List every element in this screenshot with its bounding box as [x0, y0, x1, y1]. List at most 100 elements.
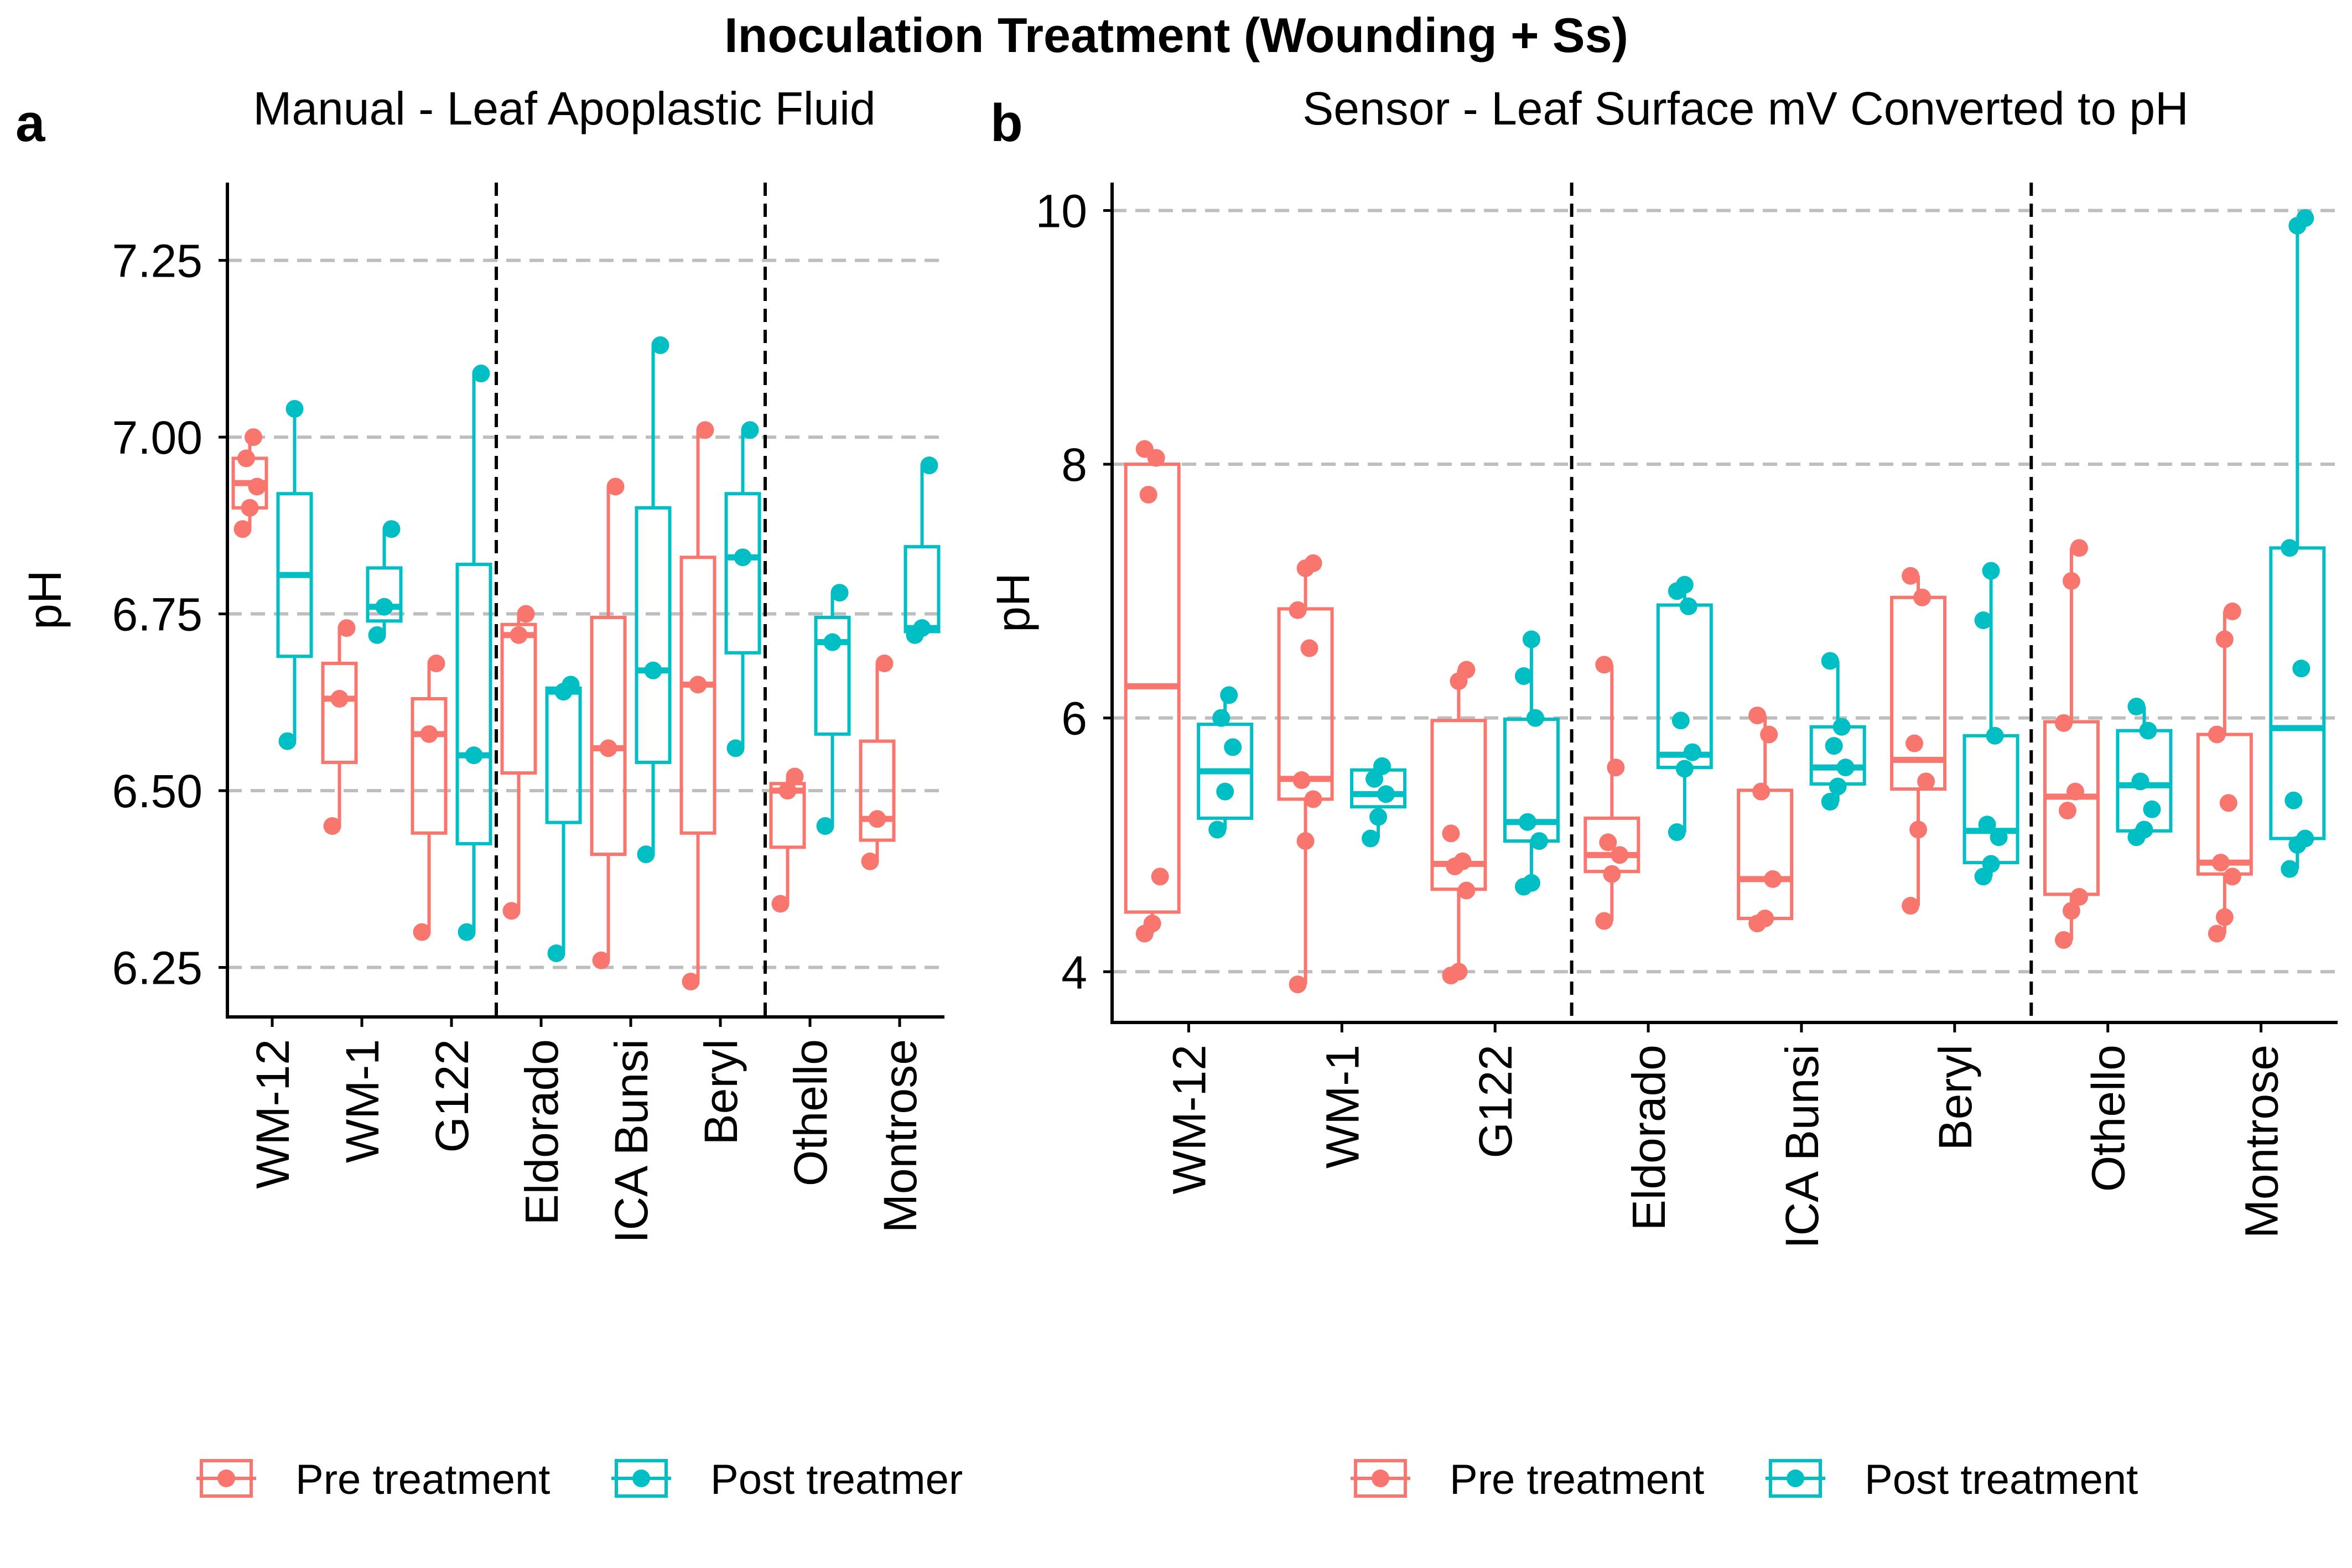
panel-b-ytick-label: 4	[1061, 946, 1087, 998]
panel-b-data-point	[1304, 790, 1322, 808]
panel-a-xtick-label: Montrose	[874, 1039, 926, 1233]
panel-a-data-point	[547, 944, 565, 962]
panel-b-legend-key-post	[1766, 1459, 1825, 1498]
panel-a-data-point	[682, 973, 700, 991]
panel-a-data-point	[778, 782, 797, 800]
panel-a-data-point	[517, 605, 535, 623]
panel-b-data-point	[1220, 686, 1238, 704]
panel-b-data-point	[2219, 794, 2237, 812]
panel-b-data-point	[2058, 802, 2076, 820]
panel-b-data-point	[1143, 915, 1161, 933]
panel-a-ytick-label: 7.00	[112, 412, 203, 464]
panel-b-data-point	[1216, 782, 1234, 801]
panel-b-data-point	[1913, 588, 1932, 606]
panel-b-ylabel: pH	[987, 573, 1039, 632]
panel-a-title: Manual - Leaf Apoplastic Fluid	[253, 82, 875, 134]
panel-b-legend: Pre treatment Post treatment	[1351, 1456, 2138, 1503]
panel-b-xtick-label: ICA Bunsi	[1776, 1045, 1828, 1249]
panel-b-data-point	[1522, 630, 1540, 648]
panel-b-data-point	[1300, 639, 1318, 657]
panel-b-data-point	[1212, 709, 1230, 727]
panel-b-data-point	[1362, 829, 1380, 848]
panel-a-post-box-2	[366, 520, 403, 644]
panel-b-data-point	[1829, 777, 1847, 796]
panel-a-xtick-label: Othello	[785, 1039, 837, 1186]
panel-a-legend-label-pre: Pre treatment	[295, 1456, 550, 1503]
panel-b-data-point	[1607, 759, 1625, 777]
panel-a-legend-items: Pre treatment Post treatmer	[196, 1456, 963, 1503]
panel-a-letter: a	[15, 94, 45, 153]
panel-b-pre-box-3	[1430, 661, 1487, 985]
panel-a-legend-key-pre	[196, 1459, 256, 1498]
panel-b-data-point	[1906, 734, 1924, 752]
panel-a-data-point	[233, 520, 252, 538]
panel-a-data-point	[458, 923, 476, 941]
panel-a-data-point	[823, 633, 842, 651]
panel-b-xtick-label: WM-1	[1316, 1045, 1368, 1169]
panel-a-data-point	[637, 845, 655, 864]
panel-b-data-point	[2054, 714, 2073, 732]
panel-b-data-point	[1518, 813, 1536, 831]
panel-b-data-point	[2139, 721, 2157, 740]
panel-b-data-point	[2208, 925, 2226, 943]
panel-a-data-point	[472, 365, 490, 383]
panel-a-post-box-4	[545, 676, 582, 962]
panel-a-data-point	[285, 399, 304, 418]
panel-b-legend-key-point	[1787, 1470, 1804, 1487]
panel-a-box-rect	[411, 697, 448, 835]
panel-a-pre-box-7	[769, 767, 806, 913]
panel-b-pre-box-1	[1124, 440, 1181, 943]
panel-b-pre-box-7	[2043, 539, 2100, 949]
panel-a-manual: a Manual - Leaf Apoplastic Fluid 6.25 6.50 6…	[15, 82, 963, 1503]
panel-b-data-point	[2292, 660, 2311, 678]
panel-a-data-point	[427, 655, 445, 673]
panel-a-data-point	[465, 746, 483, 765]
panel-a-ylabel: pH	[19, 570, 71, 629]
panel-a-ytick-label: 7.25	[112, 235, 203, 287]
panel-a-pre-box-1	[231, 428, 268, 538]
panel-b-post-box-5	[1809, 652, 1866, 811]
panel-b-post-box-6	[1962, 562, 2019, 886]
panel-b-data-point	[2127, 698, 2146, 716]
panel-b-data-point	[1902, 897, 1920, 915]
panel-b-data-point	[2281, 539, 2299, 557]
panel-b-data-point	[2143, 800, 2161, 818]
panel-a-data-point	[771, 895, 790, 913]
panel-b-data-point	[1821, 652, 1839, 670]
panel-b-data-point	[1304, 554, 1322, 572]
panel-b-xtick-label: Beryl	[1929, 1045, 1981, 1150]
panel-b-data-point	[2135, 821, 2153, 839]
panel-b-data-point	[1611, 846, 1629, 864]
panel-b-data-point	[1909, 821, 1928, 839]
panel-b-data-point	[1289, 601, 1307, 619]
panel-b-data-point	[1917, 772, 1935, 791]
panel-b-post-box-8	[2269, 209, 2326, 878]
panel-a-pre-box-5	[590, 477, 627, 969]
panel-b-data-point	[2215, 630, 2234, 648]
panel-a-data-point	[913, 619, 931, 637]
panel-a-data-point	[241, 499, 259, 517]
panel-b-xtick-label: Othello	[2083, 1045, 2135, 1192]
panel-b-data-point	[1982, 855, 2000, 873]
panel-a-data-point	[875, 655, 894, 673]
panel-a-data-point	[413, 923, 431, 941]
panel-a-data-point	[786, 767, 804, 786]
panel-b-xtick-label: G122	[1470, 1045, 1522, 1159]
panel-b-post-box-7	[2116, 698, 2173, 847]
panel-a-pre-box-4	[500, 605, 537, 920]
panel-a-xtick-label: WM-1	[336, 1039, 388, 1163]
panel-b-data-point	[1825, 737, 1843, 755]
panel-a-data-point	[510, 626, 528, 644]
panel-b-data-point	[1982, 562, 2000, 580]
panel-b-data-point	[2211, 854, 2230, 872]
panel-b-data-point	[1671, 712, 1690, 730]
panel-a-data-point	[330, 689, 349, 708]
panel-b-data-point	[1442, 824, 1460, 843]
panel-b-data-point	[1990, 828, 2008, 847]
panel-b-data-point	[2062, 572, 2080, 590]
panel-b-post-box-1	[1197, 686, 1254, 839]
panel-b-data-point	[1135, 440, 1154, 458]
panel-a-data-point	[245, 428, 262, 446]
panel-a-data-point	[741, 421, 759, 439]
panel-b-data-point	[1675, 575, 1694, 594]
